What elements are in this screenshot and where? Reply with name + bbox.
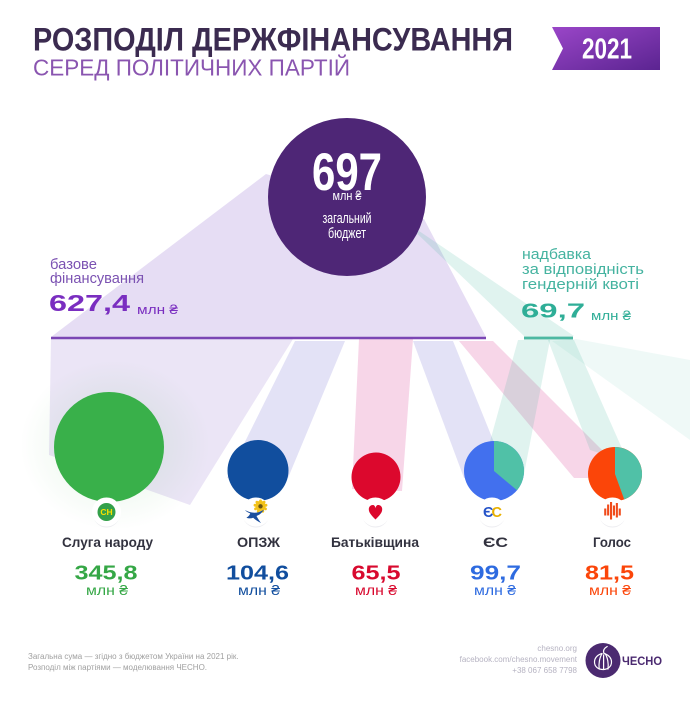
svg-text:млн ₴: млн ₴ xyxy=(474,582,516,598)
svg-text:Слуга народу: Слуга народу xyxy=(62,535,153,550)
svg-text:ЄС: ЄС xyxy=(483,535,508,550)
svg-text:млн ₴: млн ₴ xyxy=(589,582,631,598)
svg-text:СН: СН xyxy=(100,507,112,517)
svg-text:млн ₴: млн ₴ xyxy=(355,582,397,598)
svg-text:загальний: загальний xyxy=(323,210,372,227)
svg-text:627,4: 627,4 xyxy=(49,290,130,316)
svg-text:базове: базове xyxy=(50,256,97,273)
svg-text:гендерній квоті: гендерній квоті xyxy=(522,276,639,293)
svg-text:млн ₴: млн ₴ xyxy=(86,582,128,598)
svg-text:697: 697 xyxy=(312,143,382,202)
svg-text:фінансування: фінансування xyxy=(50,270,144,287)
svg-text:ОПЗЖ: ОПЗЖ xyxy=(237,535,281,550)
svg-text:СЕРЕД ПОЛІТИЧНИХ ПАРТІЙ: СЕРЕД ПОЛІТИЧНИХ ПАРТІЙ xyxy=(33,54,350,81)
svg-text:РОЗПОДІЛ ДЕРЖФІНАНСУВАННЯ: РОЗПОДІЛ ДЕРЖФІНАНСУВАННЯ xyxy=(33,22,513,58)
svg-text:за відповідність: за відповідність xyxy=(522,261,644,278)
svg-text:Голос: Голос xyxy=(593,535,631,550)
svg-text:facebook.com/chesno.movement: facebook.com/chesno.movement xyxy=(460,655,578,664)
svg-text:млн ₴: млн ₴ xyxy=(137,302,179,317)
svg-text:2021: 2021 xyxy=(582,34,632,66)
svg-text:Загальна сума — згідно з бюдже: Загальна сума — згідно з бюджетом Україн… xyxy=(28,652,239,661)
svg-text:надбавка: надбавка xyxy=(522,246,592,263)
svg-text:+38 067 658 7798: +38 067 658 7798 xyxy=(512,666,577,675)
svg-text:С: С xyxy=(492,505,503,521)
svg-text:млн ₴: млн ₴ xyxy=(238,582,280,598)
svg-text:65,5: 65,5 xyxy=(352,563,401,585)
svg-text:104,6: 104,6 xyxy=(226,563,289,585)
svg-text:бюджет: бюджет xyxy=(328,225,366,242)
svg-text:млн ₴: млн ₴ xyxy=(591,308,632,323)
svg-text:69,7: 69,7 xyxy=(521,300,585,323)
svg-text:Розподіл між партіями — моделю: Розподіл між партіями — моделювання ЧЕСН… xyxy=(28,663,207,672)
svg-text:81,5: 81,5 xyxy=(585,563,634,585)
svg-text:99,7: 99,7 xyxy=(470,563,521,585)
svg-text:Є: Є xyxy=(483,505,493,521)
svg-text:млн ₴: млн ₴ xyxy=(333,188,363,203)
svg-text:Батьківщина: Батьківщина xyxy=(331,535,420,550)
svg-text:chesno.org: chesno.org xyxy=(537,644,577,653)
svg-text:345,8: 345,8 xyxy=(75,563,138,585)
svg-text:ЧЕСНО: ЧЕСНО xyxy=(622,656,662,668)
